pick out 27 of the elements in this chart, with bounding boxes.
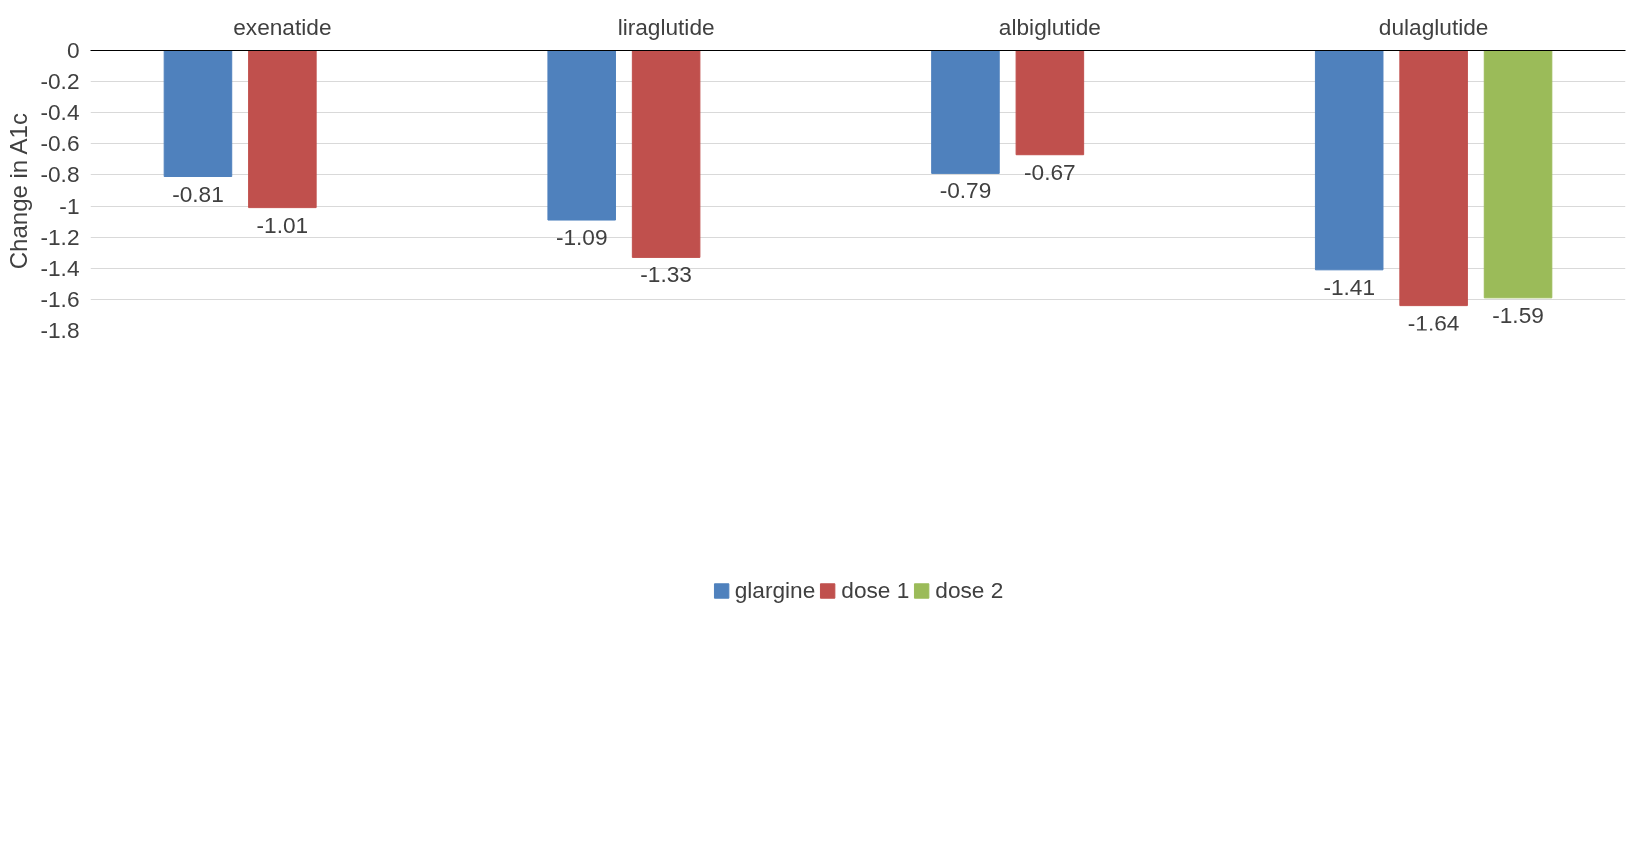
y-tick-label: -0.8 (40, 161, 80, 188)
data-label: -1.33 (640, 261, 692, 288)
y-tick-label: 0 (66, 37, 80, 63)
x-tick-label: liraglutide (617, 13, 715, 40)
y-tick-label: -0.6 (40, 130, 80, 157)
y-axis-title: Change in A1c (5, 113, 33, 270)
y-tick-label: -1.8 (40, 317, 80, 343)
data-label: -1.64 (1407, 309, 1460, 336)
y-tick-label: -0.2 (40, 68, 80, 95)
data-label: -1.59 (1492, 301, 1544, 328)
legend-label: dose 2 (935, 576, 1004, 604)
y-tick-label: -1.6 (40, 285, 80, 312)
data-label: -1.09 (555, 224, 608, 251)
y-tick-label: -0.4 (40, 99, 80, 126)
x-tick-label: dulaglutide (1378, 13, 1489, 40)
data-label: -1.41 (1323, 273, 1376, 300)
y-tick-label: -1 (59, 192, 80, 219)
data-label: -0.79 (939, 177, 992, 204)
data-label: -1.01 (256, 211, 309, 238)
x-tick-label: albiglutide (998, 13, 1101, 40)
legend-label: glargine (734, 576, 816, 604)
y-tick-label: -1.4 (40, 254, 80, 281)
x-tick-label: exenatide (233, 13, 332, 40)
y-tick-label: -1.2 (40, 223, 80, 250)
legend-label: dose 1 (841, 576, 910, 604)
data-label: -0.81 (172, 180, 224, 207)
data-label: -0.67 (1024, 158, 1076, 185)
